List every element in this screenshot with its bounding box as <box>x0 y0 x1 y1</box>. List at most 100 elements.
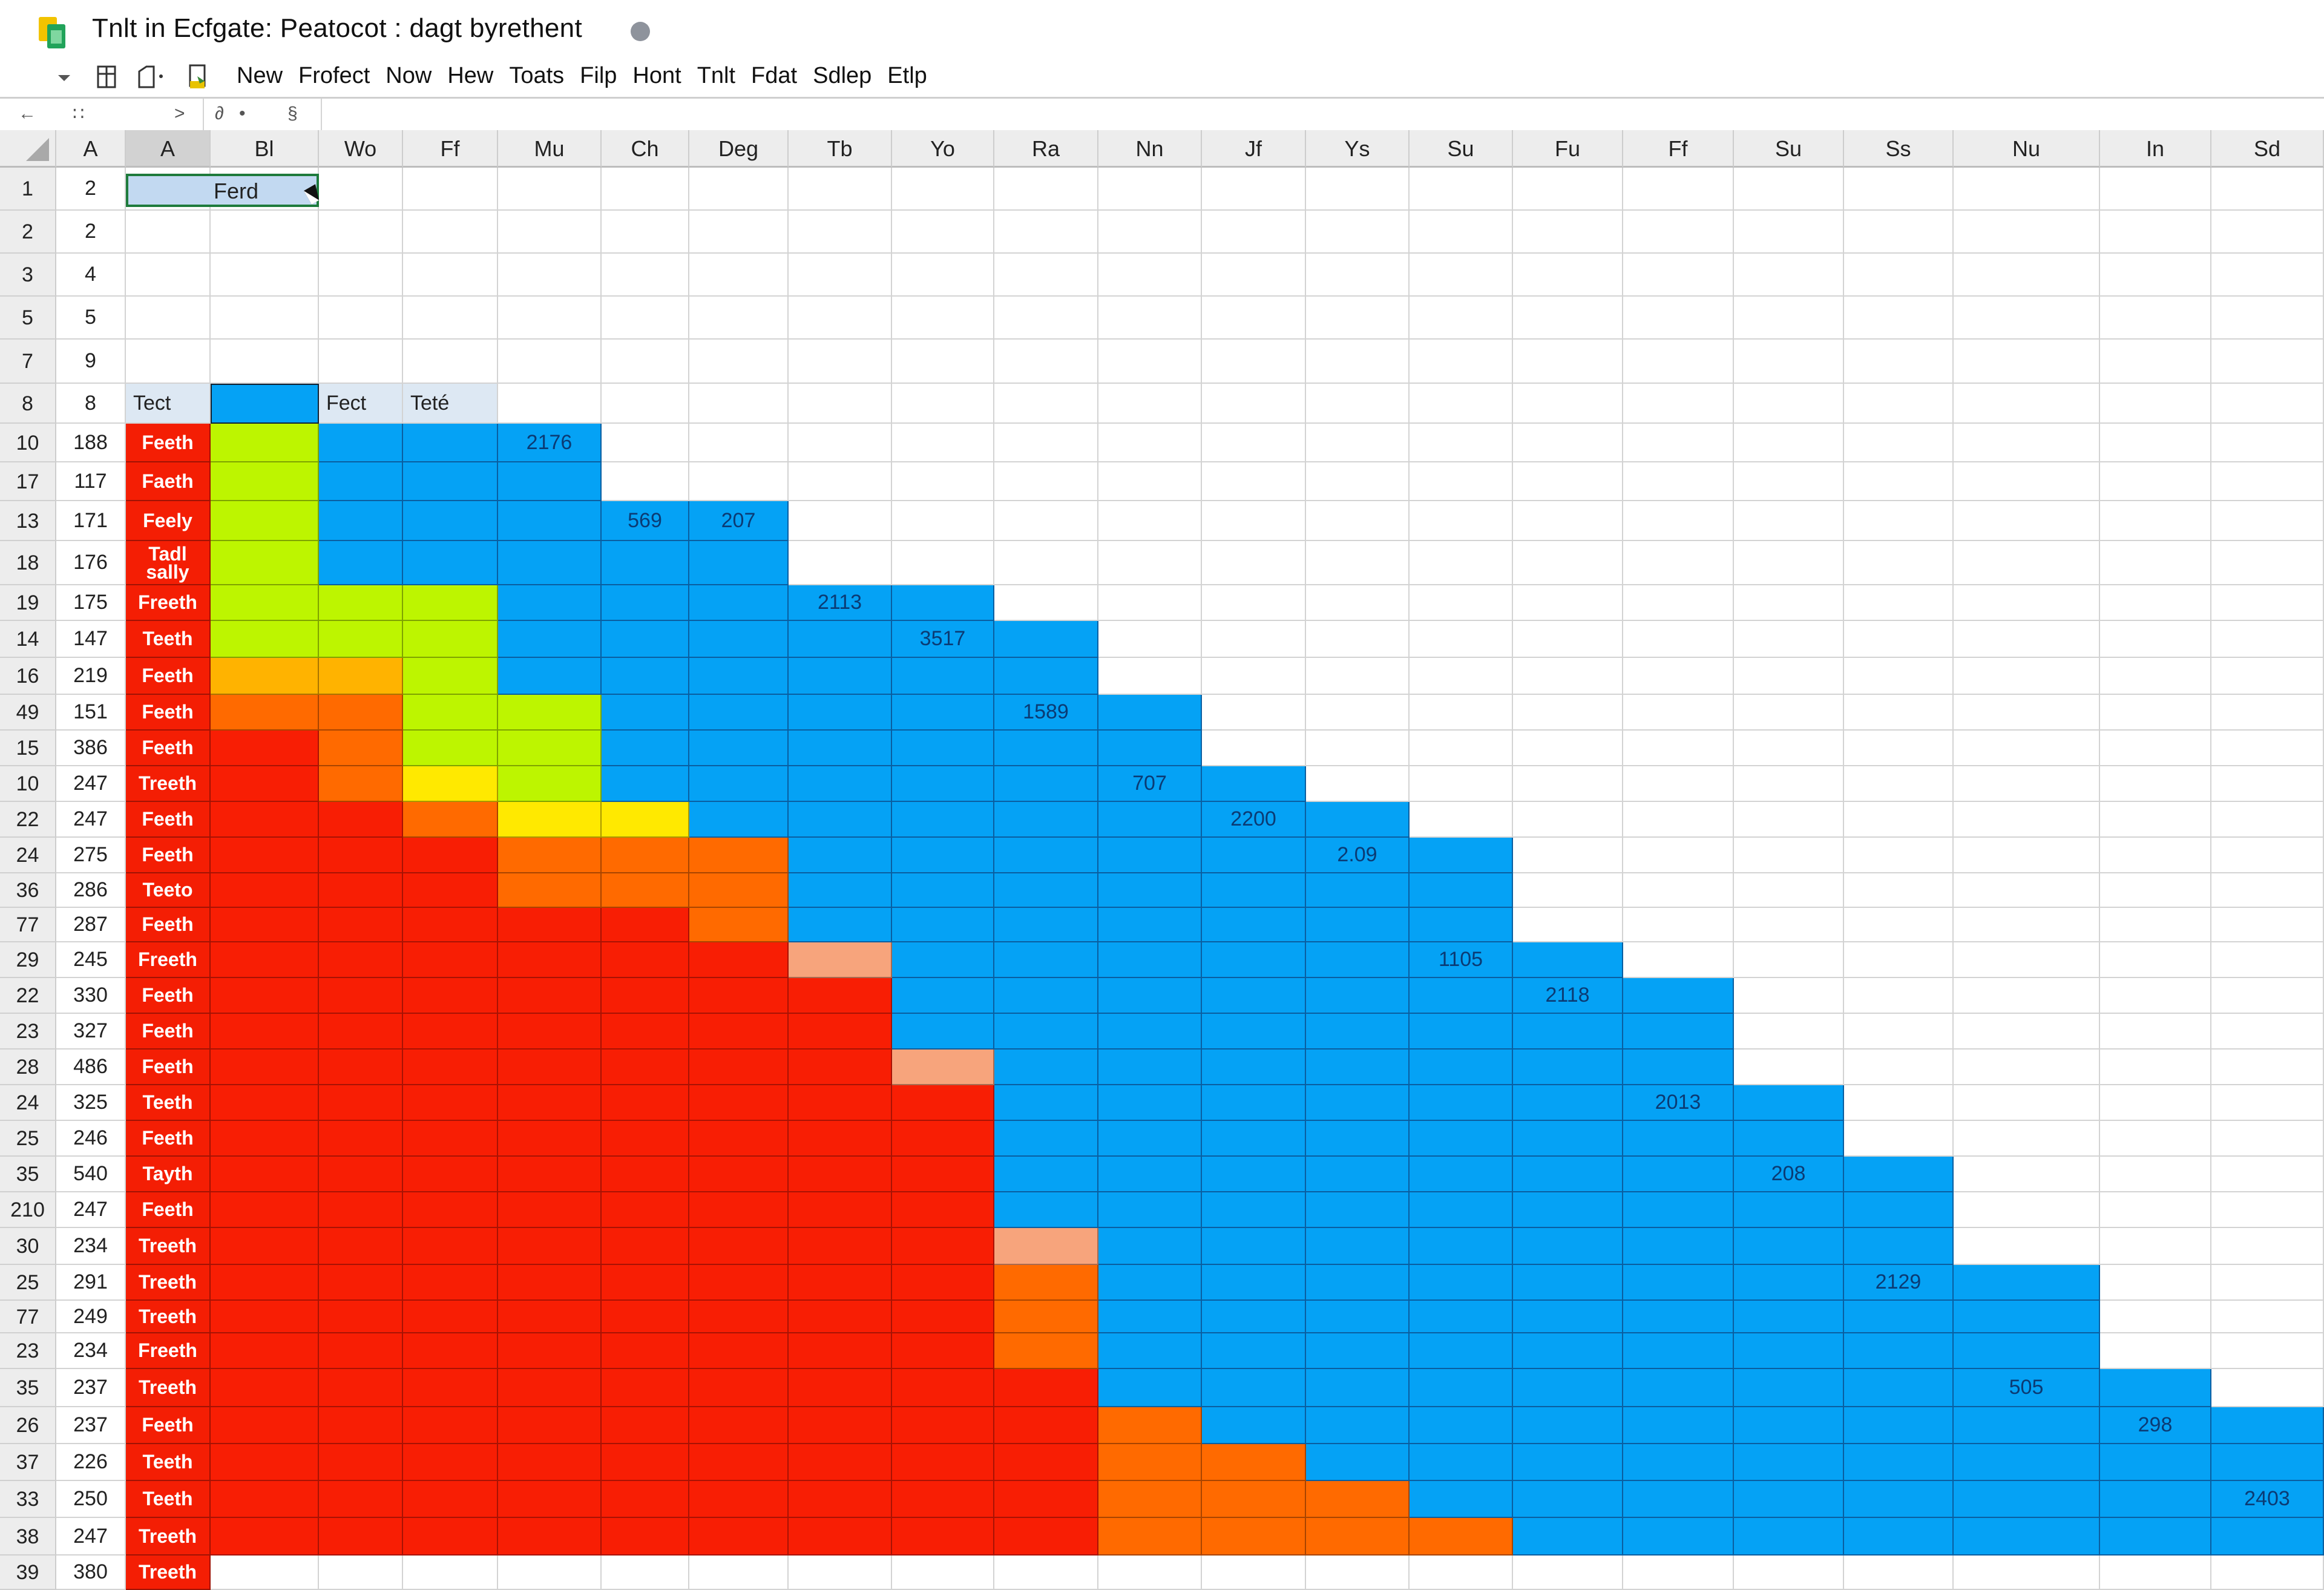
heatmap-value-cell[interactable]: 569 <box>602 501 689 541</box>
heatmap-cell[interactable] <box>789 658 892 695</box>
cell[interactable] <box>403 340 498 384</box>
cell[interactable] <box>2211 838 2324 873</box>
heatmap-cell[interactable] <box>1513 1407 1623 1444</box>
cell[interactable] <box>1410 766 1513 802</box>
cell[interactable] <box>126 340 211 384</box>
cell[interactable] <box>1202 1556 1306 1590</box>
cell[interactable] <box>211 1556 319 1590</box>
row-header[interactable]: 22 <box>0 978 56 1014</box>
column-header[interactable]: Nn <box>1098 130 1202 168</box>
heatmap-cell[interactable] <box>602 1050 689 1085</box>
cell[interactable] <box>1844 942 1954 978</box>
cell[interactable] <box>1098 541 1202 585</box>
cell[interactable] <box>1623 658 1734 695</box>
heatmap-cell[interactable] <box>602 942 689 978</box>
cell-value-a[interactable]: 325 <box>56 1085 126 1121</box>
header-cell-tete[interactable]: Teté <box>403 384 498 424</box>
cell[interactable] <box>2100 908 2211 942</box>
column-header[interactable]: Nu <box>1954 130 2100 168</box>
heatmap-cell[interactable] <box>1306 1333 1410 1369</box>
row-header[interactable]: 16 <box>0 658 56 695</box>
heatmap-cell[interactable] <box>403 1228 498 1265</box>
row-header[interactable]: 38 <box>0 1518 56 1556</box>
heatmap-cell[interactable] <box>1623 1407 1734 1444</box>
cell[interactable] <box>1734 873 1844 908</box>
cell[interactable] <box>1513 695 1623 731</box>
heatmap-cell[interactable] <box>689 1301 789 1333</box>
heatmap-cell[interactable] <box>1306 1121 1410 1157</box>
cell[interactable] <box>1954 731 2100 766</box>
cell-value-a[interactable]: 219 <box>56 658 126 695</box>
column-header[interactable]: Ra <box>994 130 1098 168</box>
cell[interactable] <box>1844 621 1954 658</box>
heatmap-cell[interactable] <box>689 766 789 802</box>
row-header[interactable]: 14 <box>0 621 56 658</box>
heatmap-cell[interactable] <box>789 1050 892 1085</box>
cell[interactable] <box>1734 462 1844 501</box>
heatmap-cell[interactable] <box>994 766 1098 802</box>
cell[interactable] <box>994 1556 1098 1590</box>
heatmap-cell[interactable] <box>1410 838 1513 873</box>
heatmap-cell[interactable] <box>403 873 498 908</box>
cell[interactable] <box>2100 462 2211 501</box>
heatmap-cell[interactable] <box>403 1518 498 1556</box>
cell[interactable] <box>1202 254 1306 297</box>
cell[interactable] <box>1844 297 1954 340</box>
cell[interactable] <box>2211 873 2324 908</box>
heatmap-cell[interactable] <box>789 1444 892 1481</box>
heatmap-cell[interactable] <box>789 1228 892 1265</box>
row-label-cell[interactable]: Treeth <box>126 1301 211 1333</box>
cell[interactable] <box>2211 942 2324 978</box>
heatmap-cell[interactable] <box>498 1369 602 1407</box>
heatmap-cell[interactable] <box>211 942 319 978</box>
heatmap-cell[interactable] <box>1202 766 1306 802</box>
cell[interactable] <box>2211 766 2324 802</box>
cell[interactable] <box>1623 873 1734 908</box>
cell[interactable] <box>1623 501 1734 541</box>
column-header[interactable]: Bl <box>211 130 319 168</box>
row-label-cell[interactable]: Feeth <box>126 695 211 731</box>
row-header[interactable]: 77 <box>0 908 56 942</box>
cell[interactable] <box>1306 658 1410 695</box>
cell-value-a[interactable]: 247 <box>56 1192 126 1228</box>
heatmap-cell[interactable] <box>403 1407 498 1444</box>
heatmap-value-cell[interactable]: 2176 <box>498 424 602 462</box>
cell[interactable] <box>689 384 789 424</box>
heatmap-cell[interactable] <box>892 802 994 838</box>
menu-tnlt[interactable]: Tnlt <box>697 63 736 88</box>
heatmap-cell[interactable] <box>211 1157 319 1192</box>
heatmap-cell[interactable] <box>403 1085 498 1121</box>
cell[interactable] <box>892 462 994 501</box>
heatmap-cell[interactable] <box>892 1085 994 1121</box>
cell[interactable] <box>2100 621 2211 658</box>
cell[interactable] <box>1410 731 1513 766</box>
heatmap-cell[interactable] <box>498 766 602 802</box>
heatmap-cell[interactable] <box>1202 838 1306 873</box>
cell[interactable] <box>1954 1121 2100 1157</box>
heatmap-cell[interactable] <box>892 1369 994 1407</box>
cell[interactable] <box>2211 1333 2324 1369</box>
heatmap-cell[interactable] <box>994 1014 1098 1050</box>
heatmap-cell[interactable] <box>403 978 498 1014</box>
heatmap-cell[interactable] <box>1844 1157 1954 1192</box>
row-label-cell[interactable]: Teeth <box>126 621 211 658</box>
row-label-cell[interactable]: Teeth <box>126 1481 211 1518</box>
cell[interactable] <box>1513 1556 1623 1590</box>
cell[interactable] <box>2100 1192 2211 1228</box>
cell[interactable] <box>2211 1157 2324 1192</box>
cell[interactable] <box>1734 501 1844 541</box>
cell[interactable] <box>2100 1085 2211 1121</box>
cell[interactable] <box>1098 462 1202 501</box>
heatmap-cell[interactable] <box>1306 1369 1410 1407</box>
heatmap-cell[interactable] <box>689 1228 789 1265</box>
heatmap-cell[interactable] <box>689 585 789 621</box>
heatmap-cell[interactable] <box>994 1085 1098 1121</box>
heatmap-cell[interactable] <box>403 802 498 838</box>
heatmap-cell[interactable] <box>689 1085 789 1121</box>
heatmap-cell[interactable] <box>498 1265 602 1301</box>
cell[interactable] <box>994 585 1098 621</box>
column-header[interactable]: Ys <box>1306 130 1410 168</box>
cell[interactable] <box>1513 297 1623 340</box>
heatmap-cell[interactable] <box>319 978 403 1014</box>
cell[interactable] <box>892 501 994 541</box>
